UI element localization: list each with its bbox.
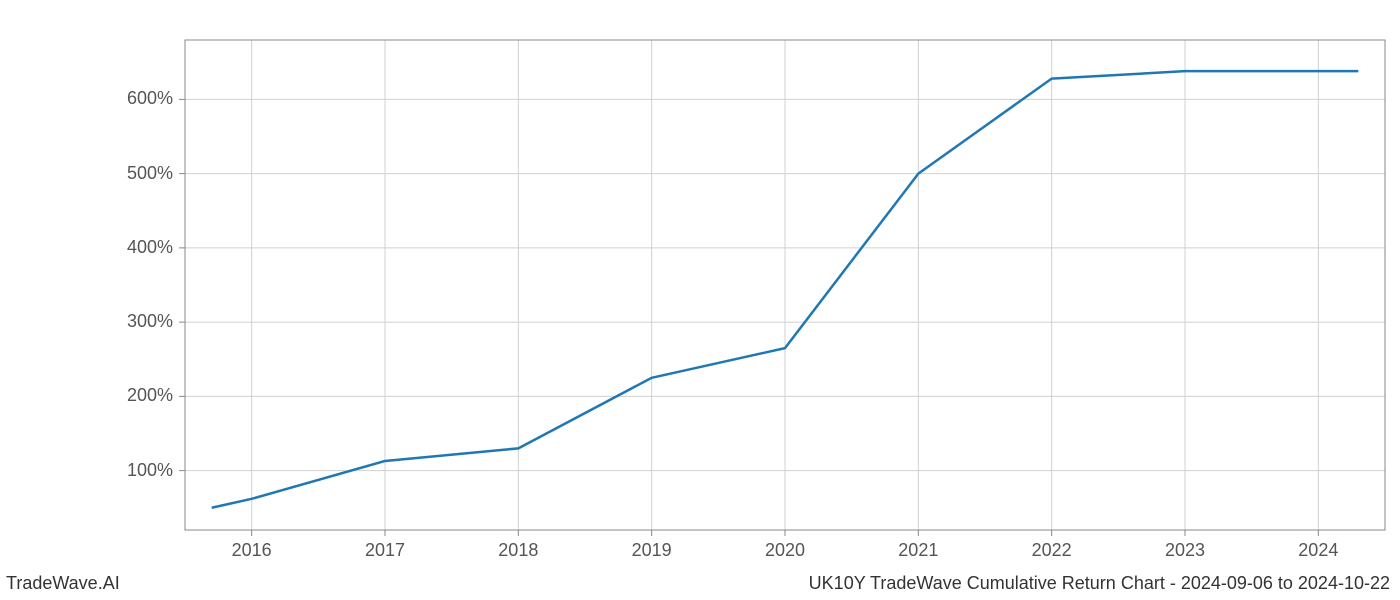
y-tick-label: 200% [127,385,173,406]
x-tick-label: 2023 [1160,540,1210,561]
x-tick-label: 2018 [493,540,543,561]
footer-left: TradeWave.AI [6,573,120,594]
footer-right: UK10Y TradeWave Cumulative Return Chart … [809,573,1390,594]
y-tick-label: 500% [127,163,173,184]
chart-area [0,20,1400,560]
x-tick-label: 2020 [760,540,810,561]
x-tick-label: 2016 [227,540,277,561]
y-tick-label: 400% [127,237,173,258]
y-tick-label: 100% [127,460,173,481]
y-tick-label: 600% [127,88,173,109]
x-tick-label: 2017 [360,540,410,561]
x-tick-label: 2024 [1293,540,1343,561]
chart-footer: TradeWave.AI UK10Y TradeWave Cumulative … [0,573,1400,594]
line-chart-svg [0,20,1400,560]
y-tick-label: 300% [127,311,173,332]
x-tick-label: 2021 [893,540,943,561]
x-tick-label: 2019 [627,540,677,561]
x-tick-label: 2022 [1027,540,1077,561]
